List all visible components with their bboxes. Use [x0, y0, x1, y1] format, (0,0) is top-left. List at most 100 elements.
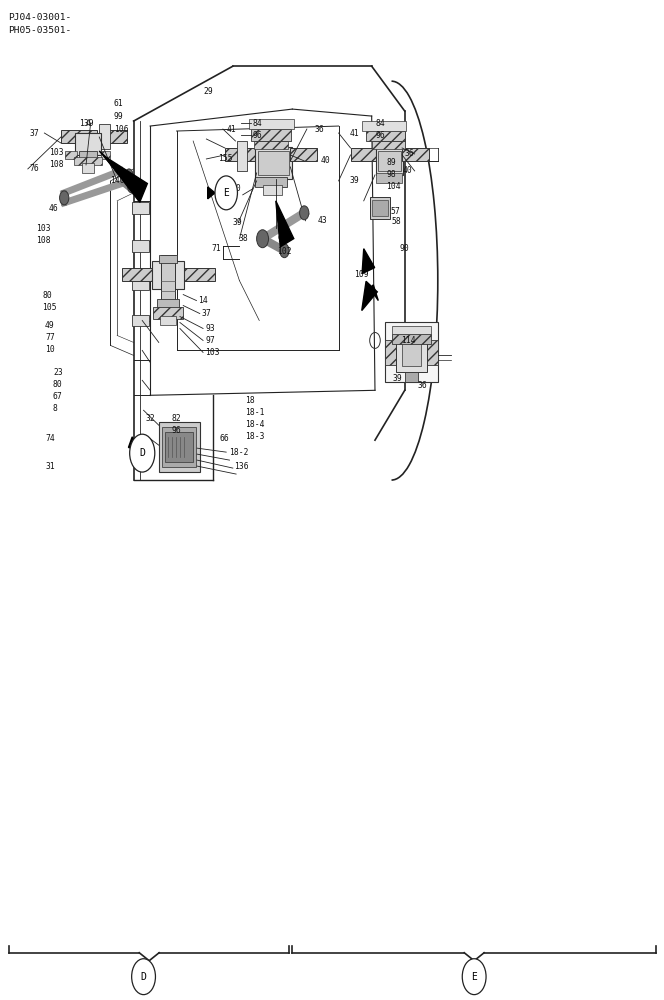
Circle shape — [127, 181, 135, 193]
Text: 8: 8 — [53, 404, 58, 413]
Bar — [153, 307, 183, 319]
Text: 29: 29 — [203, 87, 212, 96]
Bar — [237, 141, 248, 171]
Text: 76: 76 — [29, 164, 39, 173]
Bar — [376, 147, 404, 175]
Bar — [157, 299, 179, 309]
Text: 57: 57 — [390, 207, 400, 216]
Text: 71: 71 — [212, 244, 221, 253]
Text: 96: 96 — [277, 235, 287, 244]
Text: 136: 136 — [234, 462, 249, 471]
Circle shape — [280, 244, 289, 258]
Bar — [392, 334, 431, 344]
Text: 36: 36 — [314, 125, 324, 134]
Bar — [255, 177, 287, 187]
Text: 46: 46 — [49, 204, 58, 213]
Bar — [405, 372, 418, 382]
Circle shape — [462, 959, 486, 995]
Bar — [255, 147, 291, 179]
Bar — [373, 200, 388, 216]
Text: 58: 58 — [392, 217, 401, 226]
Polygon shape — [362, 281, 377, 311]
Bar — [162, 427, 197, 467]
Bar — [183, 268, 215, 281]
Text: 104: 104 — [386, 182, 401, 191]
Text: 30: 30 — [232, 184, 241, 193]
Text: 36: 36 — [418, 381, 428, 390]
Text: 49: 49 — [45, 321, 54, 330]
Bar — [159, 422, 200, 472]
Text: 140: 140 — [110, 176, 125, 185]
Bar — [122, 268, 153, 281]
Text: E: E — [223, 188, 229, 198]
Bar — [160, 316, 176, 325]
Text: 105: 105 — [42, 303, 57, 312]
Text: 108: 108 — [36, 236, 50, 245]
Bar — [367, 131, 405, 141]
Bar — [385, 322, 438, 382]
Bar — [165, 432, 193, 462]
Text: 109: 109 — [355, 270, 369, 279]
Bar — [80, 151, 96, 161]
Bar — [76, 133, 100, 155]
Text: 108: 108 — [49, 160, 64, 169]
Text: 39: 39 — [350, 176, 360, 185]
Bar — [161, 255, 175, 303]
Text: 139: 139 — [80, 119, 94, 128]
Text: 80: 80 — [42, 291, 52, 300]
Bar — [132, 278, 149, 290]
Text: 66: 66 — [220, 434, 229, 443]
Circle shape — [215, 176, 238, 210]
Text: 83: 83 — [277, 223, 287, 232]
Bar — [376, 173, 402, 183]
Text: 102: 102 — [277, 247, 291, 256]
Text: 89: 89 — [386, 158, 396, 167]
Bar — [65, 151, 77, 159]
Polygon shape — [276, 201, 293, 247]
Text: 155: 155 — [218, 154, 233, 163]
Bar — [159, 255, 177, 263]
Polygon shape — [362, 249, 374, 274]
Bar — [254, 141, 288, 149]
Text: 40: 40 — [403, 166, 412, 175]
Bar — [290, 148, 317, 161]
Circle shape — [299, 206, 309, 220]
Text: 67: 67 — [53, 392, 62, 401]
Text: 32: 32 — [145, 414, 155, 423]
Text: 38: 38 — [238, 234, 248, 243]
Bar — [132, 315, 149, 326]
Text: 99: 99 — [114, 112, 124, 121]
Text: E: E — [471, 972, 477, 982]
Text: 84: 84 — [253, 119, 262, 128]
Bar — [402, 340, 420, 366]
Text: 37: 37 — [202, 309, 212, 318]
Bar — [258, 151, 289, 175]
Text: 10: 10 — [45, 345, 54, 354]
Text: 31: 31 — [45, 462, 54, 471]
Bar — [225, 148, 256, 161]
Text: 103: 103 — [205, 348, 220, 357]
Bar — [392, 326, 431, 334]
Text: 39: 39 — [233, 218, 242, 227]
Text: 96: 96 — [253, 131, 262, 140]
Bar — [100, 151, 110, 159]
Circle shape — [129, 434, 155, 472]
Text: 40: 40 — [321, 156, 331, 165]
Text: 96: 96 — [376, 131, 385, 140]
Text: 84: 84 — [376, 119, 385, 128]
Circle shape — [256, 230, 268, 248]
Text: 103: 103 — [49, 148, 64, 157]
Text: 14: 14 — [199, 296, 208, 305]
Bar — [363, 121, 406, 131]
Text: D: D — [139, 448, 145, 458]
Text: 41: 41 — [349, 129, 359, 138]
Text: 23: 23 — [53, 368, 62, 377]
Text: 43: 43 — [317, 216, 327, 225]
Text: 41: 41 — [226, 125, 236, 134]
Bar — [99, 124, 110, 149]
Text: 18: 18 — [245, 396, 254, 405]
Text: PJ04-03001-
PH05-03501-: PJ04-03001- PH05-03501- — [8, 13, 71, 35]
Text: 39: 39 — [393, 374, 402, 383]
Bar — [252, 129, 291, 141]
Bar — [351, 148, 377, 161]
